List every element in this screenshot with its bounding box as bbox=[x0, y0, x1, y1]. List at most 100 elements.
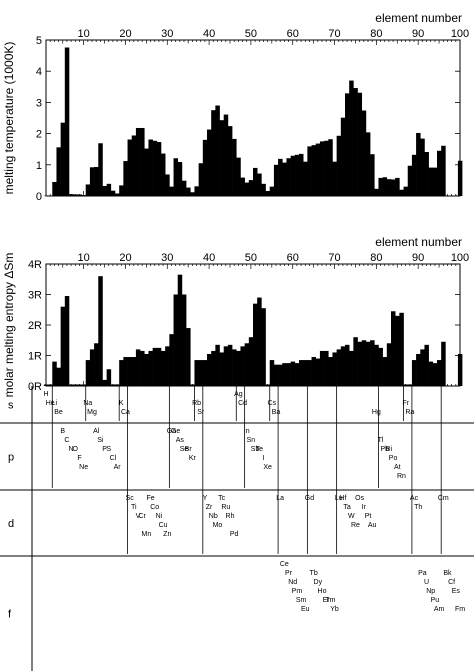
bar bbox=[89, 167, 95, 196]
element-label: Cd bbox=[238, 400, 247, 407]
group-label-d: d bbox=[8, 518, 14, 530]
bar bbox=[198, 163, 204, 196]
bar bbox=[60, 306, 66, 386]
element-label: Ga bbox=[167, 428, 176, 435]
element-label: Sr bbox=[197, 409, 205, 416]
element-label: Al bbox=[93, 428, 100, 435]
y-tick-label: 0 bbox=[36, 191, 42, 203]
bar bbox=[52, 181, 57, 196]
bar bbox=[361, 340, 367, 386]
element-label: Ar bbox=[114, 464, 122, 471]
bar bbox=[282, 162, 287, 196]
bar bbox=[194, 186, 199, 196]
bar bbox=[156, 347, 162, 386]
bar bbox=[261, 308, 266, 386]
bar bbox=[411, 360, 417, 386]
group-label-s: s bbox=[8, 400, 14, 412]
x-tick-label: 20 bbox=[119, 252, 131, 264]
element-label: B bbox=[60, 428, 65, 435]
bar bbox=[69, 194, 74, 196]
bar bbox=[102, 379, 107, 386]
element-label: Es bbox=[452, 588, 461, 595]
bar bbox=[290, 155, 296, 196]
bar bbox=[282, 363, 287, 386]
bar bbox=[106, 183, 112, 196]
bar bbox=[269, 186, 275, 196]
bar bbox=[202, 360, 208, 386]
element-label: Co bbox=[150, 504, 159, 511]
bar bbox=[64, 296, 70, 386]
y-tick-label: 3 bbox=[36, 97, 42, 109]
element-label: Re bbox=[351, 522, 360, 529]
bar bbox=[345, 93, 350, 196]
element-label: Np bbox=[426, 588, 435, 595]
element-label: Ni bbox=[156, 513, 163, 520]
element-label: V bbox=[136, 513, 141, 520]
bar bbox=[386, 343, 392, 386]
element-label: Tb bbox=[310, 570, 318, 577]
element-label: Gd bbox=[305, 495, 314, 502]
element-label: Ra bbox=[405, 409, 414, 416]
element-label: Hf bbox=[339, 495, 346, 502]
element-label: Nb bbox=[209, 513, 218, 520]
bar bbox=[257, 173, 262, 196]
element-label: Cl bbox=[110, 455, 117, 462]
bar bbox=[156, 142, 162, 196]
bar bbox=[315, 143, 321, 196]
element-label: Eu bbox=[301, 606, 310, 613]
element-label: Ce bbox=[280, 561, 289, 568]
bar bbox=[198, 360, 204, 386]
bar bbox=[207, 353, 212, 386]
bar bbox=[416, 132, 421, 196]
element-label: Ge bbox=[171, 428, 180, 435]
element-label: Pm bbox=[292, 588, 303, 595]
bar bbox=[269, 360, 275, 386]
y-axis-label: molar melting entropy ΔSm bbox=[2, 253, 16, 398]
bar bbox=[232, 349, 237, 386]
element-label: Na bbox=[83, 400, 92, 407]
bar bbox=[131, 135, 137, 196]
element-label: N bbox=[69, 446, 74, 453]
bar bbox=[424, 152, 429, 196]
x-tick-label: 70 bbox=[328, 28, 340, 40]
element-label: Ne bbox=[79, 464, 88, 471]
bar bbox=[194, 360, 199, 386]
bar bbox=[349, 80, 354, 196]
element-label: Xe bbox=[263, 464, 272, 471]
y-axis-label: melting temperature (1000K) bbox=[2, 42, 16, 195]
element-label: Cf bbox=[448, 579, 455, 586]
bar bbox=[324, 350, 329, 386]
x-axis-label: element number bbox=[375, 11, 462, 25]
bar bbox=[411, 154, 417, 196]
x-tick-label: 50 bbox=[245, 28, 257, 40]
element-label: Ag bbox=[234, 391, 243, 398]
element-label: Ru bbox=[221, 504, 230, 511]
element-label: Sm bbox=[296, 597, 307, 604]
bar bbox=[299, 360, 304, 386]
bar bbox=[403, 186, 409, 196]
bar bbox=[441, 341, 446, 386]
element-label: Se bbox=[180, 446, 189, 453]
element-label: Rh bbox=[226, 513, 235, 520]
bar bbox=[60, 122, 66, 196]
element-label: Nd bbox=[288, 579, 297, 586]
element-label: Sb bbox=[251, 446, 260, 453]
element-label: P bbox=[102, 446, 107, 453]
plot-frame bbox=[45, 263, 461, 387]
bar bbox=[357, 341, 363, 386]
element-label: Mn bbox=[141, 531, 151, 538]
element-label: Hg bbox=[372, 409, 381, 416]
element-label: I bbox=[262, 455, 264, 462]
bar bbox=[152, 140, 158, 196]
bar bbox=[64, 47, 70, 196]
bar bbox=[420, 349, 425, 386]
element-label: U bbox=[424, 579, 429, 586]
bar bbox=[169, 186, 174, 196]
melting-entropy-chart: element number 10 20 30 40 50 60 70 80 90 100 0R 1R 2… bbox=[2, 235, 469, 397]
bar bbox=[378, 177, 383, 196]
bar bbox=[240, 177, 245, 196]
bar bbox=[131, 357, 137, 386]
element-label: Sn bbox=[247, 437, 256, 444]
